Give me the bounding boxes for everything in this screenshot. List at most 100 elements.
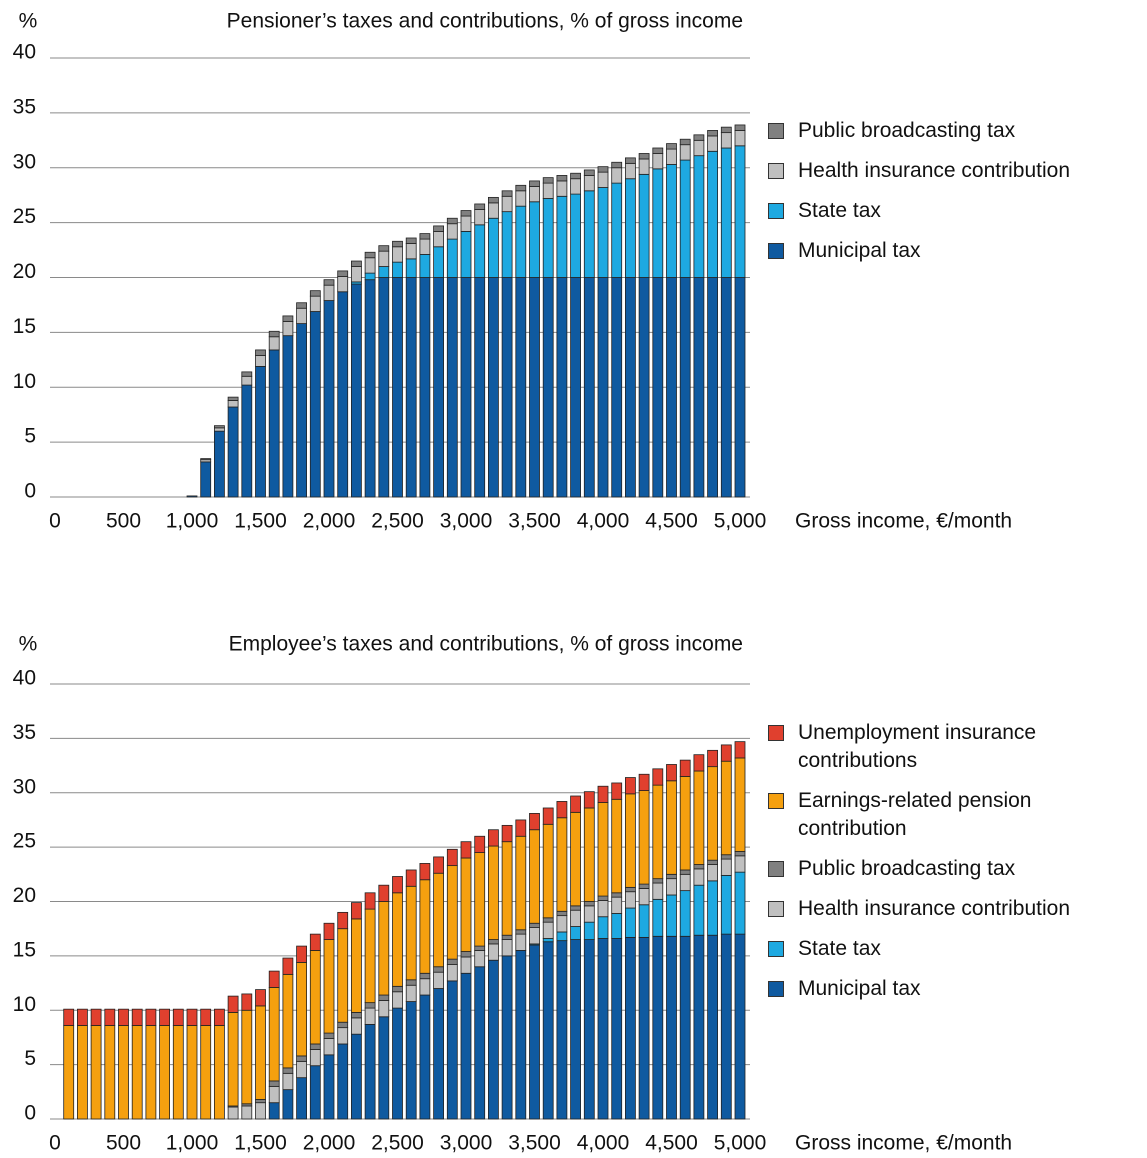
bar-segment bbox=[487, 829, 499, 847]
bar-segment bbox=[583, 175, 595, 192]
y-tick-label: 35 bbox=[13, 721, 36, 744]
bar-segment bbox=[597, 277, 609, 498]
bar-segment bbox=[542, 182, 554, 199]
bar-segment bbox=[542, 921, 554, 939]
bar-segment bbox=[474, 277, 486, 498]
bar-segment bbox=[556, 940, 568, 1120]
bar-segment bbox=[364, 272, 376, 281]
bar-segment bbox=[638, 173, 650, 278]
bar-segment bbox=[446, 865, 458, 960]
legend-swatch bbox=[768, 243, 784, 259]
bar-segment bbox=[501, 195, 513, 213]
legend-label: Public broadcasting tax bbox=[798, 857, 1016, 880]
bar-segment bbox=[542, 941, 554, 1120]
x-tick-label: 2,500 bbox=[371, 1132, 424, 1155]
bar-segment bbox=[296, 962, 308, 1057]
bar-segment bbox=[213, 1025, 225, 1120]
x-tick-label: 3,000 bbox=[440, 510, 493, 533]
bar-segment bbox=[364, 1007, 376, 1025]
bar-segment bbox=[255, 989, 266, 1007]
bar-segment bbox=[734, 871, 746, 935]
bar-segment bbox=[241, 1105, 253, 1120]
bar-segment bbox=[159, 1008, 171, 1026]
legend-swatch bbox=[768, 861, 784, 877]
bar-segment bbox=[501, 190, 513, 197]
bar-segment bbox=[515, 950, 527, 1120]
bar-segment bbox=[405, 869, 417, 887]
x-tick-label: 500 bbox=[106, 1132, 141, 1155]
legend-label: Health insurance contribution bbox=[798, 897, 1070, 920]
bar-segment bbox=[501, 277, 513, 498]
bar-segment bbox=[323, 284, 335, 301]
bar-segment bbox=[419, 863, 431, 881]
bar-segment bbox=[296, 1055, 308, 1062]
bar-segment bbox=[611, 896, 623, 914]
bar-segment bbox=[446, 980, 458, 1120]
bar-segment bbox=[309, 950, 321, 1045]
bar-segment bbox=[529, 201, 540, 278]
y-tick-label: 0 bbox=[24, 1102, 36, 1125]
y-tick-label: 35 bbox=[13, 95, 36, 118]
bar-segment bbox=[625, 886, 636, 893]
bar-segment bbox=[433, 988, 445, 1120]
bar-segment bbox=[666, 780, 677, 875]
bar-segment bbox=[666, 143, 677, 150]
bar-segment bbox=[419, 972, 431, 980]
bar-segment bbox=[487, 277, 499, 498]
legend-swatch bbox=[768, 981, 784, 997]
bar-segment bbox=[350, 902, 362, 920]
bar-segment bbox=[693, 868, 705, 886]
bar-segment bbox=[419, 994, 431, 1120]
bar-segment bbox=[707, 130, 718, 137]
x-tick-label: 500 bbox=[106, 510, 141, 533]
bar-segment bbox=[597, 802, 609, 897]
bar-segment bbox=[720, 933, 732, 1120]
bar-segment bbox=[597, 900, 609, 918]
bar-segment bbox=[542, 198, 554, 278]
bar-segment bbox=[419, 277, 431, 498]
y-tick-label: 30 bbox=[13, 775, 36, 798]
bar-segment bbox=[337, 291, 349, 498]
bar-segment bbox=[652, 768, 664, 786]
bar-segment bbox=[720, 760, 732, 856]
y-tick-label: 25 bbox=[13, 830, 36, 853]
bar-segment bbox=[323, 300, 335, 498]
bar-segment bbox=[583, 190, 595, 278]
bar-segment bbox=[337, 1043, 349, 1120]
bar-segment bbox=[282, 957, 294, 975]
bar-segment bbox=[241, 993, 253, 1011]
bar-segment bbox=[652, 153, 664, 170]
legend-item: Public broadcasting tax bbox=[768, 855, 1118, 883]
bar-segment bbox=[652, 935, 664, 1120]
bar-segment bbox=[268, 1085, 280, 1104]
bar-segment bbox=[679, 776, 691, 871]
bar-segment bbox=[679, 159, 691, 278]
x-tick-label: 2,500 bbox=[371, 510, 424, 533]
bar-segment bbox=[734, 757, 746, 852]
bar-segment bbox=[63, 1008, 75, 1026]
bar-segment bbox=[241, 1009, 253, 1105]
bar-segment bbox=[268, 970, 280, 988]
bar-segment bbox=[392, 991, 403, 1009]
legend-item: Municipal tax bbox=[768, 975, 1118, 1003]
bar-segment bbox=[707, 934, 718, 1120]
bar-segment bbox=[501, 934, 513, 940]
legend-label: Health insurance contribution bbox=[798, 159, 1070, 182]
x-tick-label: 4,500 bbox=[645, 1132, 698, 1155]
bar-segment bbox=[77, 1008, 88, 1026]
x-tick-label: 4,000 bbox=[577, 510, 630, 533]
bar-segment bbox=[460, 857, 472, 952]
bar-segment bbox=[241, 375, 253, 386]
y-tick-label: 5 bbox=[24, 1047, 36, 1070]
bar-segment bbox=[693, 864, 705, 870]
bar-segment bbox=[145, 1008, 157, 1026]
bar-segment bbox=[583, 807, 595, 902]
bar-segment bbox=[460, 951, 472, 958]
bar-segment bbox=[474, 950, 486, 968]
bar-segment bbox=[529, 186, 540, 203]
bar-segment bbox=[611, 277, 623, 498]
bar-segment bbox=[90, 1025, 102, 1120]
bar-segment bbox=[487, 943, 499, 961]
bar-segment bbox=[364, 908, 376, 1004]
bar-segment bbox=[364, 257, 376, 274]
